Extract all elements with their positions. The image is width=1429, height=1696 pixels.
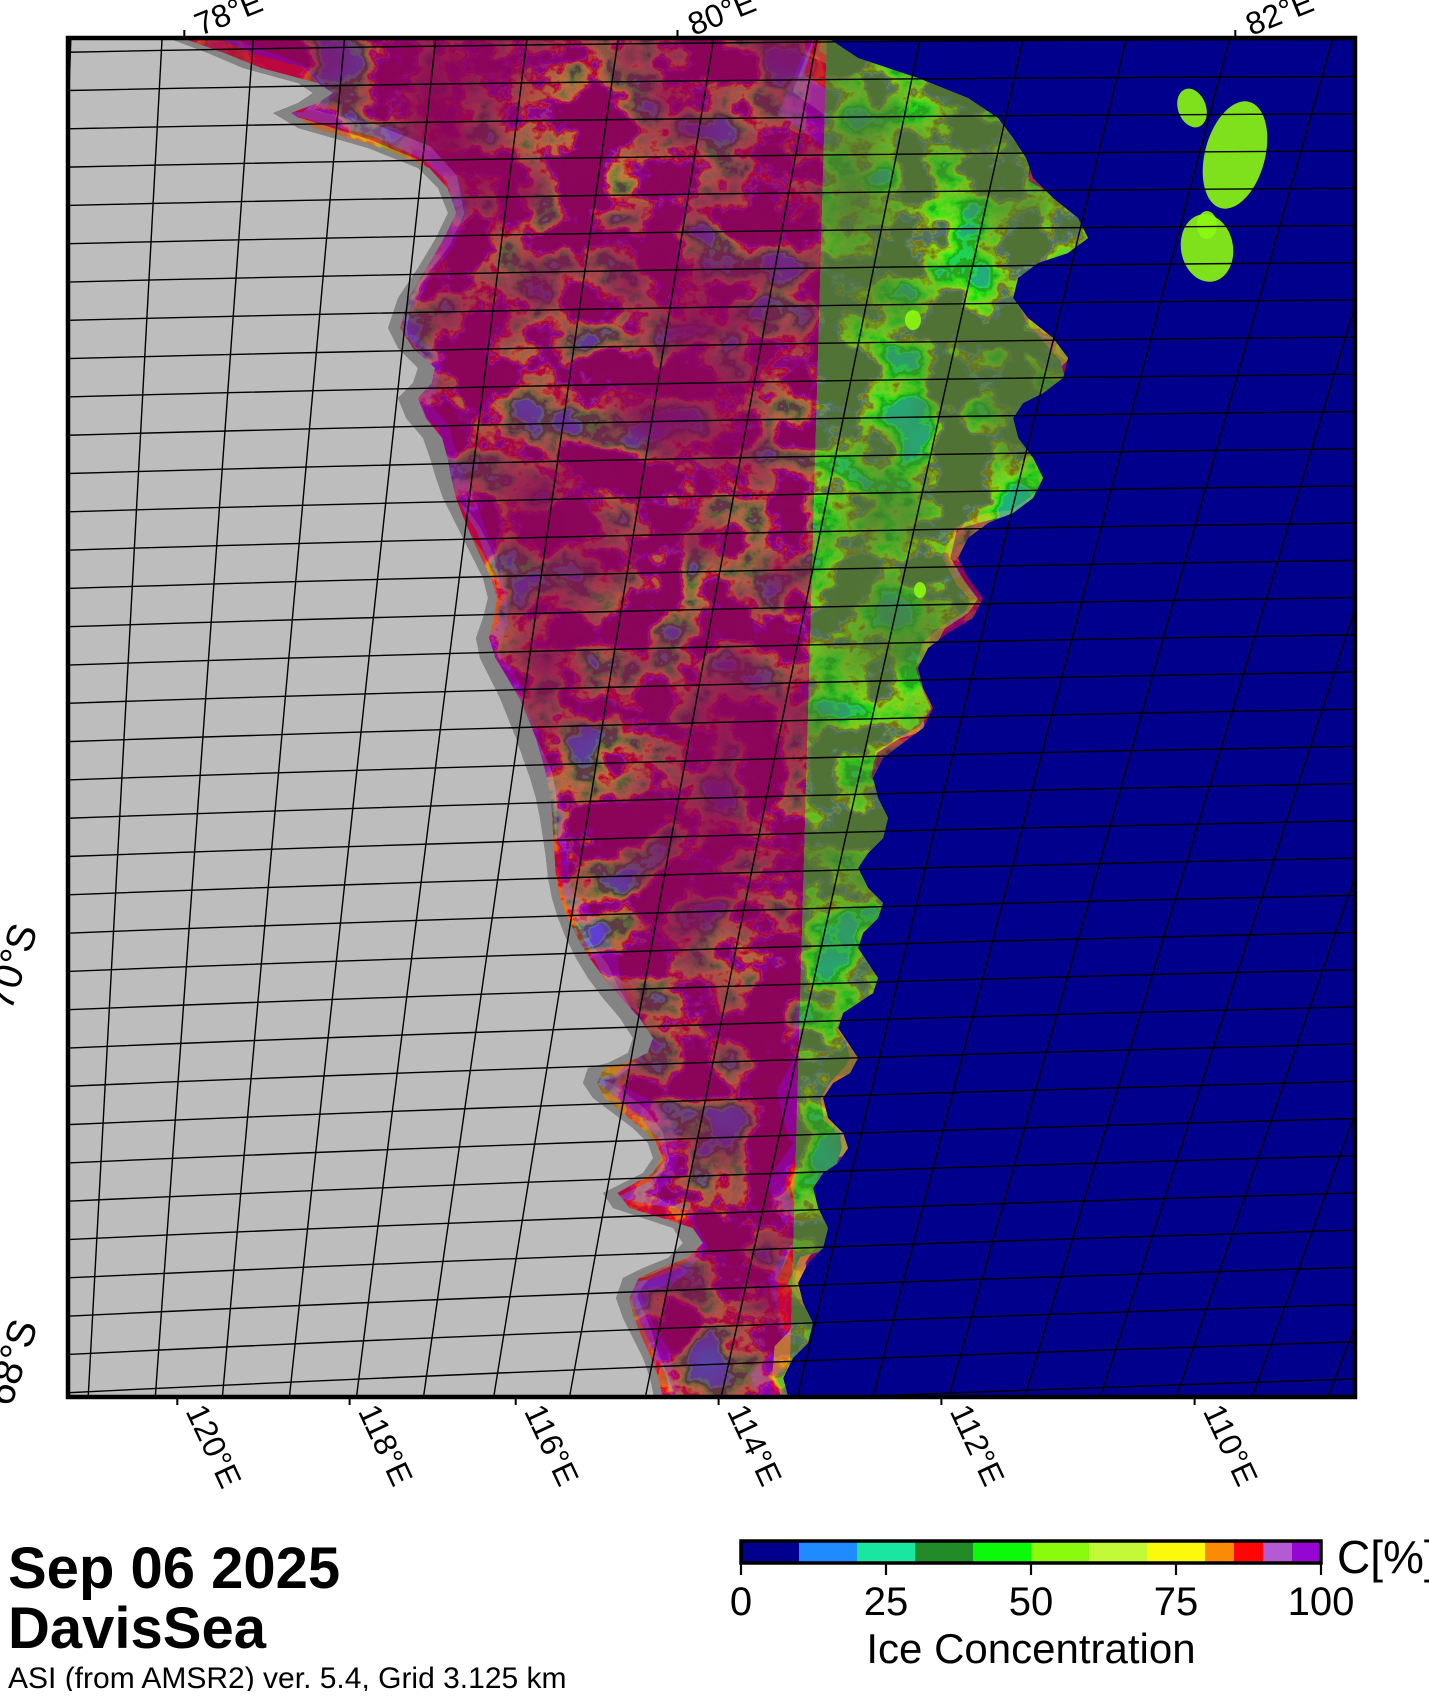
svg-text:Ice Concentration: Ice Concentration xyxy=(866,1625,1195,1672)
svg-text:50: 50 xyxy=(1009,1580,1054,1624)
svg-text:ASI (from AMSR2) ver. 5.4, Gr: ASI (from AMSR2) ver. 5.4, Grid 3.125 km xyxy=(8,1662,567,1691)
svg-text:0: 0 xyxy=(730,1580,752,1624)
svg-text:Sep 06 2025: Sep 06 2025 xyxy=(8,1536,340,1601)
svg-text:DavisSea: DavisSea xyxy=(8,1596,267,1661)
svg-text:25: 25 xyxy=(864,1580,909,1624)
svg-text:75: 75 xyxy=(1154,1580,1199,1624)
svg-text:C[%]: C[%] xyxy=(1337,1531,1429,1583)
svg-text:100: 100 xyxy=(1288,1580,1355,1624)
